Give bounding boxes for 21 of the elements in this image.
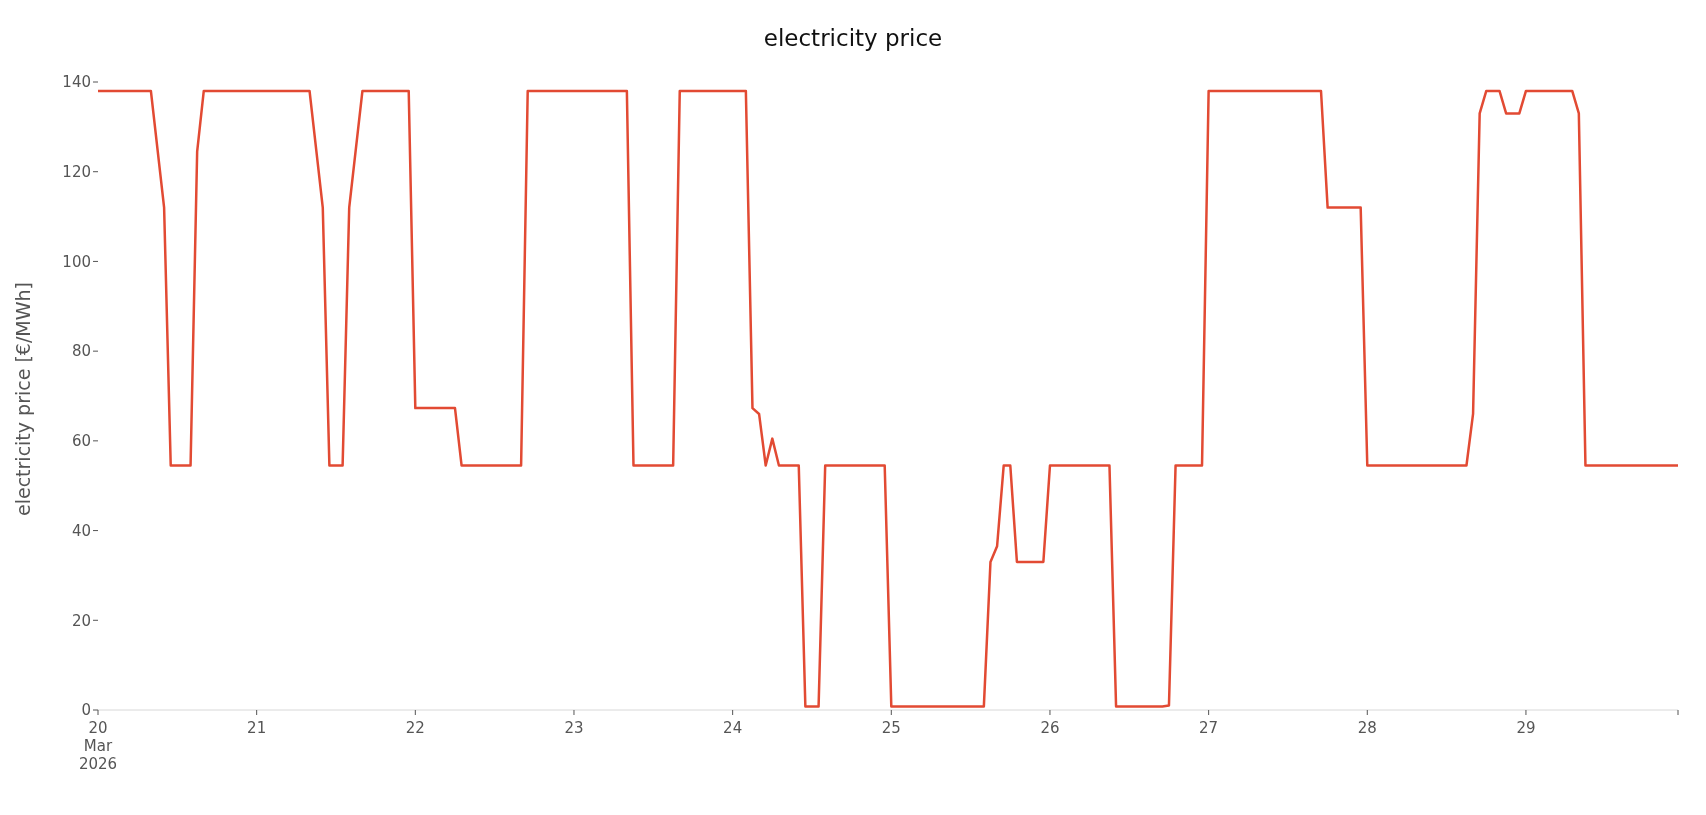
- x-tick-label: 29: [1516, 719, 1536, 737]
- chart-title: electricity price: [762, 24, 944, 53]
- x-tick-label: 20 Mar 2026: [78, 719, 118, 773]
- y-tick-label: 140: [62, 73, 91, 92]
- y-tick-label: 60: [71, 432, 91, 451]
- x-tick-label: 26: [1040, 719, 1060, 737]
- y-tick-label: 80: [71, 342, 91, 361]
- y-tick-label: 100: [62, 252, 91, 271]
- y-tick-label: 40: [71, 521, 91, 540]
- x-tick-label: 23: [564, 719, 584, 737]
- line-series: [98, 89, 1678, 708]
- x-tick-label: 27: [1199, 719, 1219, 737]
- x-tick-label: 25: [881, 719, 901, 737]
- y-tick-label: 0: [81, 701, 91, 720]
- y-axis-title: electricity price [€/MWh]: [11, 282, 34, 516]
- x-tick-label: 24: [723, 719, 743, 737]
- y-tick-label: 20: [71, 611, 91, 630]
- x-tick-label: 22: [405, 719, 425, 737]
- x-tick-label: 28: [1357, 719, 1377, 737]
- y-tick-label: 120: [62, 163, 91, 182]
- x-tick-label: 21: [247, 719, 267, 737]
